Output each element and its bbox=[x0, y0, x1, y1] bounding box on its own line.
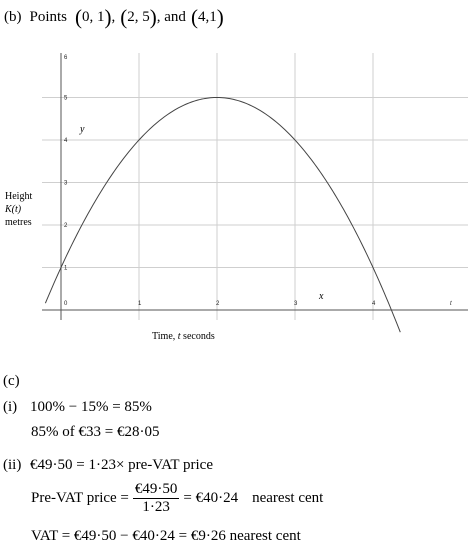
paren-close-3: ) bbox=[216, 5, 224, 29]
y-tick-label-4: 4 bbox=[64, 138, 68, 144]
x-tick-label-0: 0 bbox=[64, 301, 68, 307]
part-c-i-label: (i) bbox=[3, 399, 18, 415]
paren-open-1: ( bbox=[75, 5, 83, 29]
x-mark: x bbox=[318, 291, 324, 302]
grid-lines bbox=[42, 53, 468, 320]
pre-vat-note: nearest cent bbox=[252, 490, 324, 506]
y-tick-label-3: 3 bbox=[64, 181, 68, 187]
part-c-i-line-2: 85% of €33 = €28·05 bbox=[31, 424, 160, 440]
y-tick-label-top: 6 bbox=[64, 55, 68, 61]
pre-vat-lhs: Pre-VAT price = bbox=[31, 490, 129, 506]
part-b-heading: (b) Points (0, 1), (2, 5), and (4,1) bbox=[4, 5, 224, 30]
t-mark: t bbox=[450, 301, 452, 307]
y-tick-label-5: 5 bbox=[64, 96, 68, 102]
paren-close-2: ) bbox=[149, 5, 157, 29]
axes bbox=[42, 53, 468, 320]
y-tick-label-1: 1 bbox=[64, 266, 68, 272]
point-2: 2, 5 bbox=[127, 9, 150, 25]
y-mark: y bbox=[79, 124, 85, 135]
fraction-denominator: 1·23 bbox=[142, 499, 170, 515]
x-tick-label-3: 3 bbox=[294, 301, 298, 307]
y-axis-label: Height K(t) metres bbox=[5, 190, 32, 229]
paren-open-2: ( bbox=[120, 5, 128, 29]
part-b-label: (b) bbox=[4, 9, 22, 25]
point-3: 4,1 bbox=[197, 9, 217, 25]
x-axis-label-var: t bbox=[177, 331, 181, 342]
part-c-ii-line-3: VAT = €49·50 − €40·24 = €9·26 nearest ce… bbox=[31, 528, 301, 544]
y-axis-label-line-2: K(t) bbox=[5, 204, 22, 215]
x-axis-label: Time, t seconds bbox=[152, 331, 215, 342]
x-axis-label-suffix: seconds bbox=[183, 331, 215, 342]
part-c-ii-line-1: €49·50 = 1·23× pre-VAT price bbox=[30, 457, 213, 473]
sep-2: , and bbox=[156, 9, 186, 25]
part-c-ii-line-2: Pre-VAT price = €49·50 1·23 = €40·24 nea… bbox=[31, 481, 323, 516]
part-b-intro: Points bbox=[29, 9, 68, 25]
x-tick-label-2: 2 bbox=[216, 301, 220, 307]
point-1: 0, 1 bbox=[82, 9, 105, 25]
sep-1: , bbox=[111, 9, 116, 25]
pre-vat-fraction: €49·50 1·23 bbox=[132, 481, 180, 516]
x-tick-label-4: 4 bbox=[372, 301, 376, 307]
part-c-label: (c) bbox=[3, 373, 20, 389]
paren-open-3: ( bbox=[190, 5, 198, 29]
pre-vat-rhs: = €40·24 bbox=[183, 490, 239, 506]
part-c-i-line-1: 100% − 15% = 85% bbox=[30, 399, 152, 415]
y-tick-label-2: 2 bbox=[64, 223, 68, 229]
fraction-numerator: €49·50 bbox=[132, 481, 180, 499]
x-tick-label-1: 1 bbox=[138, 301, 142, 307]
part-c-ii-label: (ii) bbox=[3, 457, 22, 473]
parabola-curve bbox=[44, 96, 401, 333]
y-axis-label-line-1: Height bbox=[5, 191, 33, 202]
height-time-graph: 0 1 2 3 4 1 2 3 4 5 6 y x t bbox=[42, 53, 468, 333]
x-axis-label-prefix: Time, bbox=[152, 331, 176, 342]
paren-close-1: ) bbox=[104, 5, 112, 29]
tick-labels: 0 1 2 3 4 1 2 3 4 5 6 bbox=[64, 55, 376, 307]
y-axis-label-line-3: metres bbox=[5, 217, 32, 228]
